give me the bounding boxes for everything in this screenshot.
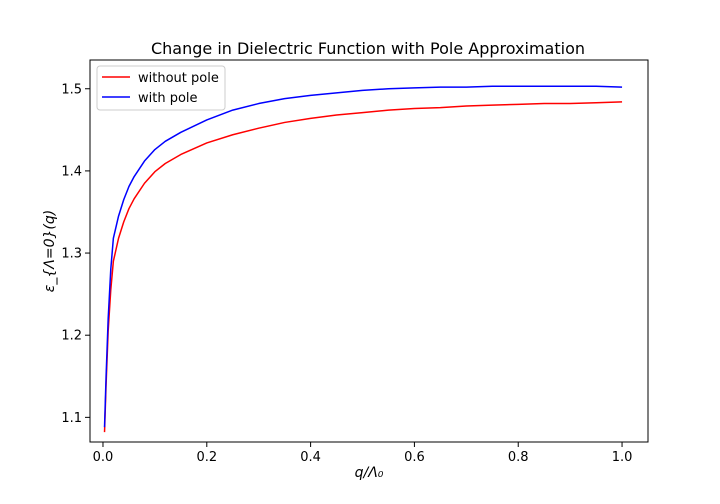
legend-label-with-pole: with pole [138,91,198,106]
x-tick-label: 0.4 [300,450,321,465]
y-axis: 1.1 1.2 1.3 1.4 1.5 [61,82,90,426]
legend-label-without-pole: without pole [138,71,219,86]
x-tick-label: 1.0 [612,450,633,465]
y-tick-label: 1.3 [61,247,82,262]
chart-title: Change in Dielectric Function with Pole … [151,39,585,58]
y-tick-label: 1.4 [61,164,82,179]
series-lines [103,85,623,433]
x-axis-label: q/Λ₀ [355,465,384,481]
series-line-without-pole [103,101,623,433]
legend: without pole with pole [96,65,226,111]
x-tick-label: 0.2 [196,450,217,465]
y-tick-label: 1.1 [61,411,82,426]
x-tick-label: 0.8 [508,450,529,465]
x-tick-label: 0.6 [404,450,425,465]
series-line-with-pole [103,85,623,428]
x-tick-label: 0.0 [93,450,114,465]
y-axis-label: ε_{Λ=0}(q) [42,210,58,292]
y-tick-label: 1.5 [61,82,82,97]
x-axis: 0.0 0.2 0.4 0.6 0.8 1.0 [93,442,633,465]
y-tick-label: 1.2 [61,329,82,344]
plot-area [89,59,649,443]
